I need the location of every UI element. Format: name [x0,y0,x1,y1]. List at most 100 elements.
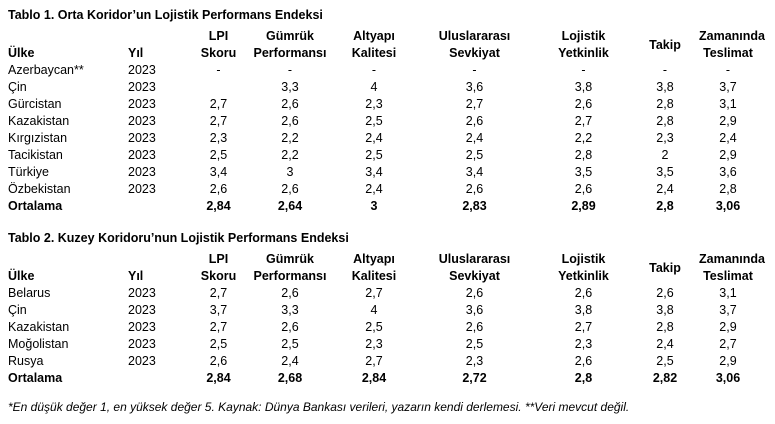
year-cell: 2023 [128,165,156,179]
value-cell: 2,6 [281,114,299,128]
table-row: Özbekistan 2023 2,6 2,6 2,4 2,6 2,6 2,4 2,8 [0,181,775,198]
middle-corridor-lpi-table: Ülke Yıl LPI Skoru Gümrük Performansı Altyapı K… [0,28,775,215]
value-cell: 4 [370,80,378,94]
value-cell: 3 [370,199,378,213]
value-cell: 2,4 [465,131,484,145]
header-row: Ülke Yıl LPI Skoru Gümrük Performansı Altyapı K… [0,251,775,285]
country-cell: Tacikistan [8,148,63,162]
value-cell: 2,5 [365,320,383,334]
header-cell: Gümrük Performansı [245,28,335,62]
value-cell: 2,8 [574,371,593,385]
year-cell: 2023 [128,337,156,351]
value-cell: 2,8 [719,182,737,196]
header-cell: Yıl [128,28,192,62]
value-cell: 2,6 [281,182,299,196]
country-cell: Ortalama [8,371,63,385]
header-line: Uluslararası [438,252,511,266]
value-cell: 2,3 [209,131,228,145]
value-cell: 2,5 [281,337,299,351]
value-cell: 2,6 [209,354,228,368]
value-cell: 3,8 [656,303,674,317]
header-line: Gümrük [266,29,314,43]
value-cell: - [216,63,221,77]
country-cell: Rusya [8,354,44,368]
value-cell: 2,2 [574,131,593,145]
value-cell: - [581,63,586,77]
table-row: Azerbaycan** 2023 - - - - - - - [0,62,775,79]
middle-corridor-section: Tablo 1. Orta Koridor’un Lojistik Perfor… [0,8,775,215]
country-cell: Belarus [8,286,51,300]
header-cell: Gümrük Performansı [245,251,335,285]
table1-body: Azerbaycan** 2023 - - - - - - - Çin 2023 3,3 4 3,6 3,8… [0,62,775,215]
value-cell: 2,68 [277,371,303,385]
header-cell: LPI Skoru [192,251,245,285]
country-cell: Moğolistan [8,337,69,351]
country-cell: Kırgızistan [8,131,68,145]
value-cell: 2,5 [209,148,228,162]
country-cell: Ortalama [8,199,63,213]
value-cell: 2,8 [656,320,674,334]
header-cell: Ülke [0,251,128,285]
header-line: LPI [208,252,229,266]
value-cell: 2,9 [719,114,737,128]
value-cell: 3,3 [281,303,299,317]
value-cell: 2,7 [209,286,228,300]
table-row: Moğolistan 2023 2,5 2,5 2,3 2,5 2,3 2,4 2,7 [0,336,775,353]
value-cell: 2,4 [281,354,299,368]
value-cell: 2,6 [209,182,228,196]
value-cell: - [662,63,668,77]
value-cell: - [287,63,293,77]
header-cell: Uluslararası Sevkiyat [413,28,536,62]
value-cell: 2,7 [209,114,228,128]
northern-corridor-lpi-table: Ülke Yıl LPI Skoru Gümrük Performansı Altyapı K… [0,251,775,387]
table-row: Tacikistan 2023 2,5 2,2 2,5 2,5 2,8 2 2,9 [0,147,775,164]
country-cell: Özbekistan [8,182,71,196]
value-cell: 2,6 [574,182,593,196]
header-line: Takip [649,260,681,275]
header-line: Performansı [253,46,327,60]
value-cell: 2,6 [574,97,593,111]
header-cell: Lojistik Yetkinlik [536,28,631,62]
header-line: Kalitesi [351,269,397,283]
header-line: Kalitesi [351,46,397,60]
value-cell: 2,3 [365,337,383,351]
value-cell: 2,7 [365,286,383,300]
header-line: Yıl [128,46,144,60]
value-cell: 2,7 [465,97,484,111]
table-row: Çin 2023 3,7 3,3 4 3,6 3,8 3,8 3,7 [0,302,775,319]
value-cell: 2,6 [281,97,299,111]
value-cell: 2,5 [465,148,484,162]
header-line: Yetkinlik [558,269,609,283]
year-cell [128,198,192,215]
header-cell: Altyapı Kalitesi [335,28,413,62]
value-cell: 4 [370,303,378,317]
value-cell: 3,8 [574,303,593,317]
value-cell: 2,2 [281,131,299,145]
year-cell: 2023 [128,354,156,368]
value-cell: 3,7 [209,303,228,317]
value-cell: - [725,63,731,77]
header-line: Gümrük [266,252,314,266]
table-row: Türkiye 2023 3,4 3 3,4 3,4 3,5 3,5 3,6 [0,164,775,181]
header-line: Altyapı [353,252,395,266]
value-cell: 2,5 [365,148,383,162]
year-cell: 2023 [128,63,156,77]
summary-row: Ortalama 2,84 2,68 2,84 2,72 2,8 2,82 3,06 [0,370,775,387]
table-row: Çin 2023 3,3 4 3,6 3,8 3,8 3,7 [0,79,775,96]
header-line: Zamanında [699,29,765,43]
value-cell: 2,8 [574,148,593,162]
value-cell: 2,6 [656,286,674,300]
header-cell: Lojistik Yetkinlik [536,251,631,285]
country-cell: Çin [8,303,27,317]
header-line: Altyapı [353,29,395,43]
value-cell: 2,6 [465,114,484,128]
value-cell: 2,6 [281,286,299,300]
value-cell: 3,8 [656,80,674,94]
header-line: Ülke [8,269,35,283]
value-cell: 2,4 [719,131,737,145]
value-cell: 3,5 [656,165,674,179]
summary-row: Ortalama 2,84 2,64 3 2,83 2,89 2,8 3,06 [0,198,775,215]
table-row: Belarus 2023 2,7 2,6 2,7 2,6 2,6 2,6 3,1 [0,285,775,302]
value-cell: 2,3 [465,354,484,368]
